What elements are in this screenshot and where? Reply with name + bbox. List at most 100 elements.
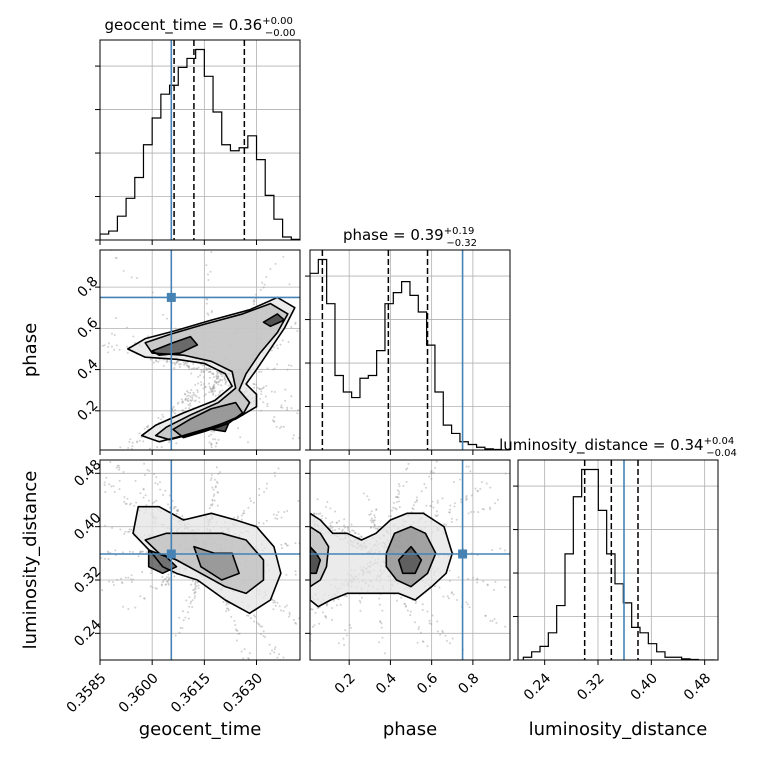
panel-geocent_time-vs-luminosity_distance-sample-point — [131, 550, 134, 553]
panel-geocent_time-vs-phase-sample-point — [50, 328, 52, 330]
panel-geocent_time-vs-luminosity_distance-sample-point — [309, 699, 311, 701]
panel-geocent_time-vs-phase-sample-point — [217, 393, 220, 396]
panel-geocent_time-vs-phase-sample-point — [198, 396, 201, 399]
panel-geocent_time-vs-phase-sample-point — [205, 368, 208, 371]
panel-geocent_time-vs-phase-sample-point — [113, 348, 116, 351]
panel-geocent_time-vs-luminosity_distance-sample-point — [139, 551, 142, 554]
panel-geocent_time-vs-phase-sample-point — [406, 216, 408, 218]
panel-phase-vs-luminosity_distance-sample-point — [416, 641, 419, 644]
panel-geocent_time-vs-phase-sample-point — [211, 387, 214, 390]
panel-phase-vs-luminosity_distance-sample-point — [351, 529, 354, 532]
panel-geocent_time-vs-phase-sample-point — [192, 367, 195, 370]
panel-geocent_time-vs-phase-sample-point — [260, 390, 263, 393]
panel-phase-vs-luminosity_distance-sample-point — [332, 599, 335, 602]
panel-geocent_time-vs-phase-sample-point — [186, 394, 189, 397]
panel-geocent_time-vs-phase-sample-point — [212, 385, 215, 388]
panel-geocent_time-vs-luminosity_distance-sample-point — [288, 611, 291, 614]
panel-geocent_time-vs-luminosity_distance-sample-point — [193, 592, 196, 595]
panel-geocent_time-vs-luminosity_distance-sample-point — [164, 489, 167, 492]
panel-geocent_time-vs-phase-sample-point — [208, 391, 211, 394]
panel-phase-vs-luminosity_distance-sample-point — [334, 670, 336, 672]
panel-geocent_time-vs-luminosity_distance-sample-point — [283, 511, 286, 514]
panel-geocent_time-vs-phase-sample-point — [186, 364, 189, 367]
panel-geocent_time-vs-phase-sample-point — [125, 326, 128, 329]
panel-geocent_time-vs-luminosity_distance-sample-point — [276, 656, 279, 659]
panel-geocent_time-vs-luminosity_distance-sample-point — [282, 609, 285, 612]
panel-phase-vs-luminosity_distance-sample-point — [334, 529, 337, 532]
panel-geocent_time-vs-phase-sample-point — [129, 438, 132, 441]
panel-phase-vs-luminosity_distance-sample-point — [375, 508, 378, 511]
panel-geocent_time-vs-luminosity_distance-sample-point — [216, 481, 219, 484]
panel-geocent_time-vs-phase-sample-point — [266, 402, 269, 405]
panel-phase-vs-luminosity_distance-border — [309, 459, 511, 661]
panel-geocent_time-vs-luminosity_distance-sample-point — [258, 494, 261, 497]
panel-geocent_time-vs-phase-sample-point — [107, 342, 110, 345]
panel-phase-vs-luminosity_distance-sample-point — [370, 517, 373, 520]
panel-geocent_time-vs-phase-sample-point — [253, 386, 256, 389]
panel-phase-vs-luminosity_distance-sample-point — [421, 640, 424, 643]
panel-geocent_time-vs-phase-sample-point — [187, 397, 190, 400]
panel-geocent_time-vs-phase-sample-point — [194, 383, 197, 386]
panel-geocent_time-vs-luminosity_distance-sample-point — [153, 500, 156, 503]
panel-geocent_time-vs-phase-sample-point — [184, 397, 187, 400]
panel-phase-vs-luminosity_distance-sample-point — [448, 511, 451, 514]
panel-phase-vs-luminosity_distance-sample-point — [465, 495, 468, 498]
panel-geocent_time-vs-phase-sample-point — [212, 387, 215, 390]
panel-geocent_time-vs-luminosity_distance-sample-point — [128, 528, 131, 531]
panel-geocent_time-vs-phase-sample-point — [217, 380, 220, 383]
panel-geocent_time-vs-phase-sample-point — [280, 425, 283, 428]
hist-luminosity_distance-title-minus: −0.04 — [706, 448, 737, 459]
panel-geocent_time-vs-phase-sample-point — [196, 390, 199, 393]
hist-yticks-2 — [513, 485, 518, 661]
panel-geocent_time-vs-phase-sample-point — [259, 397, 262, 400]
panel-phase-vs-luminosity_distance-sample-point — [398, 485, 401, 488]
panel-geocent_time-vs-luminosity_distance-sample-point — [194, 594, 197, 597]
panel-phase-vs-luminosity_distance-sample-point — [331, 618, 334, 621]
panel-phase-vs-luminosity_distance-sample-point — [360, 535, 363, 538]
panel-phase-vs-luminosity_distance-sample-point — [413, 621, 416, 624]
panel-geocent_time-vs-luminosity_distance-sample-point — [274, 604, 277, 607]
panel-geocent_time-vs-phase-sample-point — [96, 477, 98, 479]
panel-phase-vs-luminosity_distance-sample-point — [380, 622, 383, 625]
panel-phase-vs-luminosity_distance-sample-point — [321, 515, 324, 518]
panel-geocent_time-vs-luminosity_distance-sample-point — [261, 696, 263, 698]
panel-geocent_time-vs-phase-sample-point — [262, 386, 265, 389]
panel-geocent_time-vs-luminosity_distance-sample-point — [69, 414, 71, 416]
panel-geocent_time-vs-phase-sample-point — [221, 378, 224, 381]
panel-geocent_time-vs-luminosity_distance-sample-point — [116, 578, 119, 581]
panel-phase-vs-luminosity_distance-sample-point — [450, 520, 453, 523]
panel-phase-vs-luminosity_distance-sample-point — [235, 676, 237, 678]
panel-geocent_time-vs-luminosity_distance-sample-point — [287, 615, 290, 618]
panel-geocent_time-vs-phase-sample-point — [212, 392, 215, 395]
panel-phase-vs-luminosity_distance-sample-point — [431, 500, 434, 503]
panel-phase-vs-luminosity_distance-sample-point — [349, 626, 352, 629]
panel-geocent_time-vs-luminosity_distance-sample-point — [64, 458, 66, 460]
panel-geocent_time-vs-luminosity_distance-sample-point — [115, 466, 118, 469]
panel-phase-vs-luminosity_distance-sample-point — [302, 604, 304, 606]
panel-phase-vs-luminosity_distance-sample-point — [415, 600, 418, 603]
panel-geocent_time-vs-phase-sample-point — [265, 275, 268, 278]
panel-geocent_time-vs-phase-sample-point — [305, 262, 307, 264]
panel-phase-vs-luminosity_distance-sample-point — [449, 642, 452, 645]
panel-geocent_time-vs-phase-sample-point — [286, 408, 289, 411]
panel-geocent_time-vs-luminosity_distance-sample-point — [166, 580, 169, 583]
panel-geocent_time-vs-phase-sample-point — [306, 417, 308, 419]
panel-phase-vs-luminosity_distance-sample-point — [329, 524, 332, 527]
panel-geocent_time-vs-luminosity_distance-sample-point — [114, 549, 117, 552]
panel-phase-vs-luminosity_distance-sample-point — [344, 594, 347, 597]
panel-geocent_time-vs-luminosity_distance-sample-point — [272, 513, 275, 516]
panel-geocent_time-vs-luminosity_distance-sample-point — [96, 480, 98, 482]
panel-geocent_time-vs-phase-sample-point — [263, 283, 266, 286]
panel-geocent_time-vs-luminosity_distance-sample-point — [261, 625, 264, 628]
panel-geocent_time-vs-luminosity_distance-sample-point — [301, 623, 303, 625]
panel-geocent_time-vs-phase-sample-point — [253, 383, 256, 386]
panel-phase-vs-luminosity_distance-sample-point — [302, 512, 304, 514]
panel-geocent_time-vs-phase-sample-point — [214, 379, 217, 382]
tick-label-luminosity_distance-0: 0.24 — [521, 670, 554, 703]
panel-geocent_time-vs-phase-sample-point — [208, 385, 211, 388]
panel-geocent_time-vs-phase-sample-point — [205, 367, 208, 370]
panel-geocent_time-vs-luminosity_distance-sample-point — [243, 509, 246, 512]
panel-geocent_time-vs-luminosity_distance-sample-point — [197, 584, 200, 587]
panel-geocent_time-vs-phase-sample-point — [203, 394, 206, 397]
panel-geocent_time-vs-phase-sample-point — [254, 293, 257, 296]
